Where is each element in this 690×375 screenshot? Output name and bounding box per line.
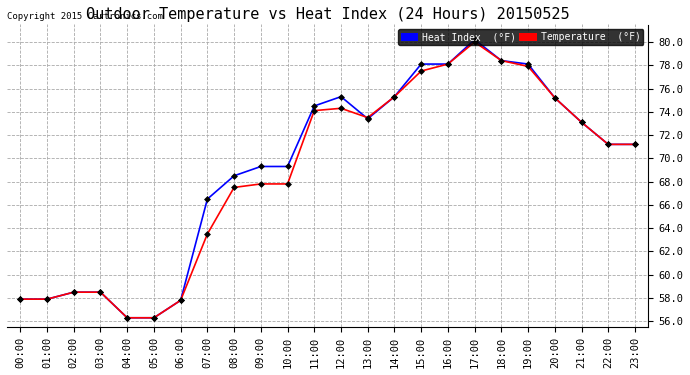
Text: Copyright 2015 Cartronics.com: Copyright 2015 Cartronics.com [7, 12, 163, 21]
Legend: Heat Index  (°F), Temperature  (°F): Heat Index (°F), Temperature (°F) [398, 29, 644, 45]
Title: Outdoor Temperature vs Heat Index (24 Hours) 20150525: Outdoor Temperature vs Heat Index (24 Ho… [86, 7, 569, 22]
